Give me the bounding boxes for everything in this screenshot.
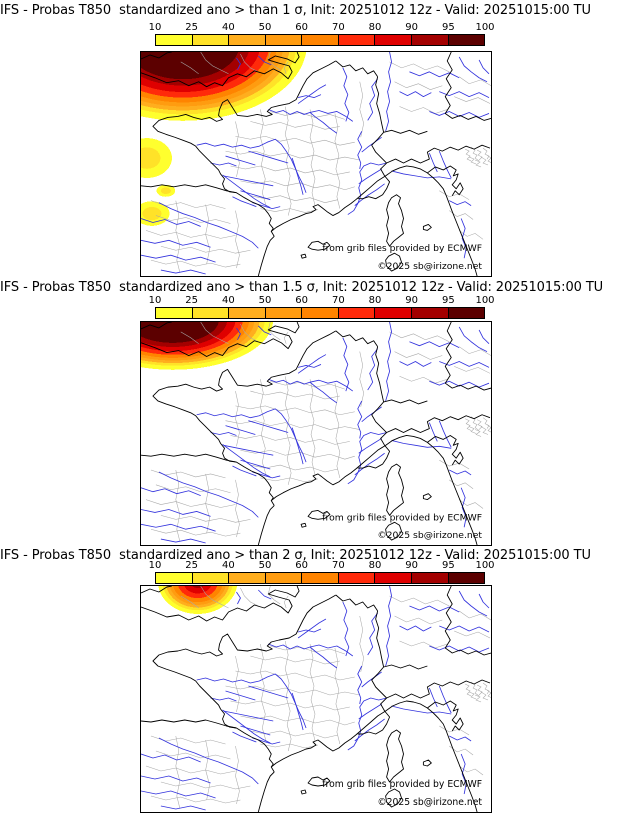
map-1p5sigma: from grib files provided by ECMWF ©2025 s… xyxy=(140,321,492,546)
colorbar-segment xyxy=(338,35,376,45)
rivers xyxy=(141,586,490,811)
colorbar-segment xyxy=(375,308,412,318)
colorbar-segment xyxy=(192,573,230,583)
colorbar xyxy=(155,34,485,46)
colorbar-segment xyxy=(448,573,485,583)
map-1sigma: from grib files provided by ECMWF ©2025 s… xyxy=(140,51,492,277)
tick-label: 10 xyxy=(148,560,162,571)
admin-borders xyxy=(145,52,491,273)
tick-label: 95 xyxy=(441,560,455,571)
tick-label: 60 xyxy=(295,295,309,306)
tick-label: 100 xyxy=(475,22,495,33)
map-2sigma: from grib files provided by ECMWF ©2025 s… xyxy=(140,585,492,813)
tick-label: 100 xyxy=(475,295,495,306)
tick-label: 25 xyxy=(185,295,199,306)
tick-label: 90 xyxy=(405,295,419,306)
tick-label: 95 xyxy=(441,22,455,33)
panel-title: IFS - Probas T850 standardized ano > tha… xyxy=(0,280,604,295)
tick-label: 60 xyxy=(295,22,309,33)
tick-label: 90 xyxy=(405,560,419,571)
colorbar-segment xyxy=(265,35,303,45)
map-canvas: from grib files provided by ECMWF ©2025 s… xyxy=(141,586,491,812)
colorbar-segment xyxy=(229,573,266,583)
colorbar-segment xyxy=(192,35,230,45)
probability-blob xyxy=(141,52,491,276)
tick-label: 50 xyxy=(258,560,272,571)
tick-label: 50 xyxy=(258,22,272,33)
map-canvas: from grib files provided by ECMWF ©2025 s… xyxy=(141,52,491,276)
coastlines xyxy=(141,322,491,545)
probability-blob xyxy=(141,322,491,545)
colorbar-segment xyxy=(156,573,193,583)
coastlines xyxy=(141,586,491,812)
credit-text: from grib files provided by ECMWF xyxy=(322,512,482,523)
colorbar-segment xyxy=(338,573,376,583)
credit-text: ©2025 sb@irizone.net xyxy=(377,797,482,808)
tick-label: 10 xyxy=(148,295,162,306)
tick-label: 80 xyxy=(368,560,382,571)
colorbar-segment xyxy=(448,35,485,45)
coastlines xyxy=(141,52,491,276)
colorbar-segment xyxy=(265,308,303,318)
panel-title: IFS - Probas T850 standardized ano > tha… xyxy=(0,3,591,18)
colorbar-segment xyxy=(411,308,449,318)
tick-label: 70 xyxy=(331,295,345,306)
colorbar-segment xyxy=(229,308,266,318)
colorbar-segment xyxy=(448,308,485,318)
tick-label: 40 xyxy=(221,295,235,306)
colorbar-segment xyxy=(156,308,193,318)
map-canvas: from grib files provided by ECMWF ©2025 s… xyxy=(141,322,491,545)
credit-text: from grib files provided by ECMWF xyxy=(322,779,482,790)
colorbar-segment xyxy=(302,573,339,583)
colorbar-segment xyxy=(375,35,412,45)
colorbar-segment xyxy=(156,35,193,45)
tick-label: 80 xyxy=(368,295,382,306)
colorbar-segment xyxy=(338,308,376,318)
probability-blob xyxy=(141,586,491,812)
panel-title: IFS - Probas T850 standardized ano > tha… xyxy=(0,548,591,563)
rivers xyxy=(141,322,490,544)
colorbar xyxy=(155,307,485,319)
tick-label: 70 xyxy=(331,560,345,571)
credit-text: from grib files provided by ECMWF xyxy=(322,243,482,254)
colorbar xyxy=(155,572,485,584)
tick-label: 80 xyxy=(368,22,382,33)
tick-label: 50 xyxy=(258,295,272,306)
tick-label: 70 xyxy=(331,22,345,33)
tick-label: 25 xyxy=(185,560,199,571)
credit-text: ©2025 sb@irizone.net xyxy=(377,530,482,541)
colorbar-segment xyxy=(411,573,449,583)
colorbar-segment xyxy=(411,35,449,45)
colorbar-segment xyxy=(265,573,303,583)
colorbar-segment xyxy=(302,308,339,318)
colorbar-segment xyxy=(192,308,230,318)
tick-label: 10 xyxy=(148,22,162,33)
colorbar-segment xyxy=(229,35,266,45)
tick-label: 25 xyxy=(185,22,199,33)
colorbar-segment xyxy=(302,35,339,45)
tick-label: 100 xyxy=(475,560,495,571)
colorbar-segment xyxy=(375,573,412,583)
tick-label: 90 xyxy=(405,22,419,33)
tick-label: 40 xyxy=(221,560,235,571)
tick-label: 60 xyxy=(295,560,309,571)
colorbar-ticks: 10 25 40 50 60 70 80 90 95 100 xyxy=(149,22,495,34)
tick-label: 95 xyxy=(441,295,455,306)
rivers xyxy=(141,52,490,275)
tick-label: 40 xyxy=(221,22,235,33)
colorbar-ticks: 10 25 40 50 60 70 80 90 95 100 xyxy=(149,560,495,572)
colorbar-ticks: 10 25 40 50 60 70 80 90 95 100 xyxy=(149,295,495,307)
credit-text: ©2025 sb@irizone.net xyxy=(377,261,482,272)
